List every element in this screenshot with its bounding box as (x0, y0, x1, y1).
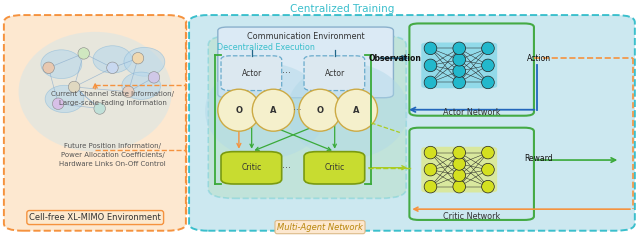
Ellipse shape (453, 42, 465, 55)
Text: A: A (270, 106, 276, 115)
Ellipse shape (205, 63, 326, 159)
Text: Communication Environment: Communication Environment (247, 32, 365, 41)
Ellipse shape (453, 65, 465, 77)
Ellipse shape (453, 169, 465, 182)
Text: Centralized Training: Centralized Training (290, 4, 394, 14)
FancyBboxPatch shape (189, 15, 635, 231)
FancyBboxPatch shape (304, 152, 365, 184)
Ellipse shape (424, 59, 437, 72)
Ellipse shape (424, 163, 437, 176)
Text: Critic Network: Critic Network (443, 212, 500, 221)
Text: Multi-Agent Network: Multi-Agent Network (277, 223, 363, 232)
FancyBboxPatch shape (221, 152, 282, 184)
Text: O: O (236, 106, 243, 115)
Ellipse shape (19, 32, 172, 152)
Ellipse shape (424, 76, 437, 89)
FancyBboxPatch shape (221, 56, 282, 91)
Text: Critic: Critic (241, 163, 262, 173)
Text: Cell-free XL-MIMO Environment: Cell-free XL-MIMO Environment (29, 213, 161, 222)
Ellipse shape (424, 146, 437, 159)
FancyBboxPatch shape (410, 128, 534, 220)
Ellipse shape (218, 89, 260, 131)
FancyBboxPatch shape (4, 15, 186, 231)
Text: Decentralized Execution: Decentralized Execution (217, 43, 315, 52)
Ellipse shape (45, 85, 84, 113)
Ellipse shape (287, 63, 408, 159)
Ellipse shape (78, 48, 90, 59)
Ellipse shape (482, 163, 494, 176)
Ellipse shape (93, 46, 132, 73)
FancyBboxPatch shape (421, 42, 497, 88)
Ellipse shape (453, 76, 465, 89)
Text: Actor: Actor (324, 69, 345, 78)
Ellipse shape (424, 42, 437, 55)
Text: Reward: Reward (525, 154, 554, 163)
Text: ···: ··· (282, 163, 291, 173)
FancyBboxPatch shape (304, 56, 365, 91)
Ellipse shape (482, 42, 494, 55)
Ellipse shape (335, 89, 378, 131)
FancyBboxPatch shape (421, 147, 497, 193)
Ellipse shape (482, 76, 494, 89)
Ellipse shape (482, 180, 494, 193)
Ellipse shape (453, 146, 465, 159)
Text: Observation: Observation (369, 54, 422, 63)
Ellipse shape (299, 89, 341, 131)
Ellipse shape (124, 47, 165, 76)
FancyBboxPatch shape (218, 27, 394, 98)
Ellipse shape (482, 146, 494, 159)
Ellipse shape (123, 86, 134, 97)
Text: Future Position Information/
Power Allocation Coefficients/
Hardware Links On-Of: Future Position Information/ Power Alloc… (59, 143, 166, 167)
Ellipse shape (94, 103, 106, 114)
Ellipse shape (453, 54, 465, 66)
Text: A: A (353, 106, 360, 115)
Ellipse shape (68, 81, 80, 93)
Ellipse shape (424, 180, 437, 193)
Text: Actor Network: Actor Network (443, 108, 500, 117)
Ellipse shape (148, 72, 160, 83)
Text: Critic: Critic (324, 163, 345, 173)
Ellipse shape (41, 50, 82, 79)
Text: O: O (317, 106, 323, 115)
Ellipse shape (43, 62, 54, 74)
Text: ···: ··· (282, 68, 291, 78)
Text: Current Channel State Information/
Large-scale Fading Information: Current Channel State Information/ Large… (51, 91, 174, 107)
Ellipse shape (132, 53, 144, 64)
Ellipse shape (453, 158, 465, 170)
Text: Action: Action (527, 54, 551, 63)
Ellipse shape (107, 62, 118, 74)
Ellipse shape (482, 59, 494, 72)
FancyBboxPatch shape (208, 35, 406, 198)
Text: ···: ··· (293, 106, 302, 115)
Ellipse shape (252, 89, 294, 131)
FancyBboxPatch shape (410, 23, 534, 116)
Ellipse shape (453, 180, 465, 193)
Text: Actor: Actor (241, 69, 262, 78)
Ellipse shape (122, 72, 161, 100)
Ellipse shape (52, 98, 64, 109)
